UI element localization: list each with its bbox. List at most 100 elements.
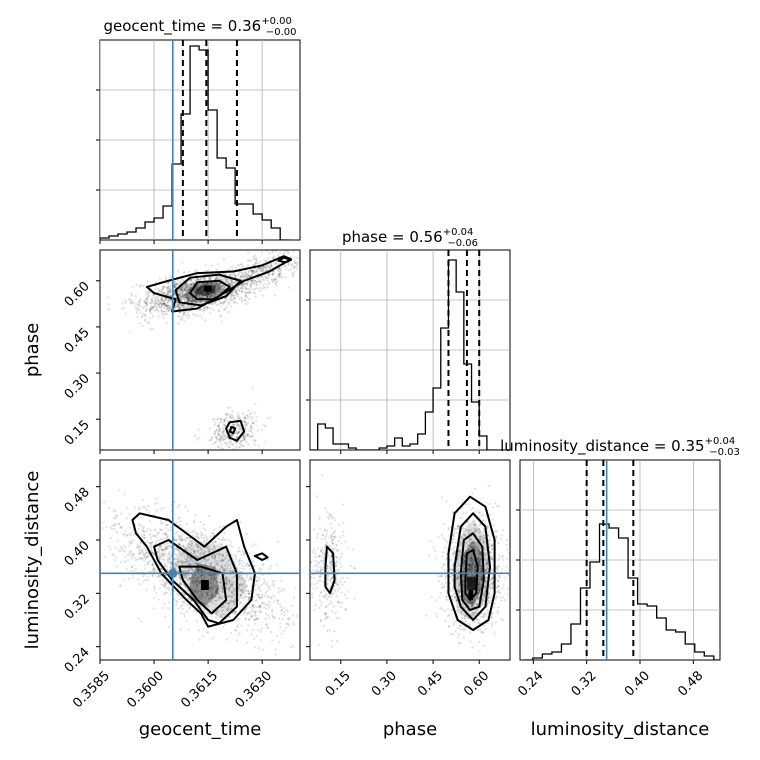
sample-point xyxy=(217,563,220,567)
sample-point xyxy=(194,562,198,565)
sample-point xyxy=(251,387,254,390)
sample-point xyxy=(203,282,207,286)
sample-point xyxy=(84,523,86,525)
sample-point xyxy=(488,599,492,603)
sample-point xyxy=(175,579,178,582)
sample-point xyxy=(236,286,239,289)
sample-point xyxy=(154,280,157,284)
sample-point xyxy=(256,579,259,582)
sample-point xyxy=(188,597,191,600)
sample-point xyxy=(295,261,298,264)
sample-point xyxy=(187,578,190,581)
sample-point xyxy=(250,274,253,277)
sample-point xyxy=(477,544,480,547)
sample-point xyxy=(218,288,221,292)
sample-point xyxy=(144,557,147,561)
sample-point xyxy=(477,549,480,553)
sample-point xyxy=(135,283,138,287)
sample-point xyxy=(247,579,250,582)
sample-point xyxy=(154,497,157,500)
sample-point xyxy=(188,283,192,286)
sample-point xyxy=(151,315,155,318)
sample-point xyxy=(134,302,138,305)
sample-point xyxy=(239,284,242,287)
sample-point xyxy=(218,283,221,286)
sample-point xyxy=(450,609,453,612)
sample-point xyxy=(251,421,255,425)
sample-point xyxy=(178,574,182,578)
sample-point xyxy=(455,527,459,530)
sample-point xyxy=(170,561,173,565)
sample-point xyxy=(258,279,261,283)
sample-point xyxy=(250,615,253,619)
sample-point xyxy=(223,418,226,421)
sample-point xyxy=(139,305,142,308)
sample-point xyxy=(144,313,147,317)
sample-point xyxy=(232,300,235,303)
sample-point xyxy=(224,273,227,276)
sample-point xyxy=(271,251,274,254)
sample-point xyxy=(243,610,246,614)
sample-point xyxy=(209,582,212,585)
sample-point xyxy=(287,263,290,266)
sample-point xyxy=(158,540,161,543)
sample-point xyxy=(177,303,181,306)
sample-point xyxy=(188,293,191,297)
sample-point xyxy=(222,604,225,607)
sample-point xyxy=(230,584,233,587)
sample-point xyxy=(241,272,244,275)
sample-point xyxy=(218,589,222,592)
sample-point xyxy=(238,417,242,420)
sample-point xyxy=(238,430,241,433)
sample-point xyxy=(219,428,222,431)
sample-point xyxy=(228,438,231,442)
sample-point xyxy=(121,302,124,305)
sample-point xyxy=(186,293,189,296)
sample-point xyxy=(279,605,282,609)
sample-point xyxy=(463,553,466,556)
sample-point xyxy=(215,289,218,292)
sample-point xyxy=(145,309,148,312)
sample-point xyxy=(216,288,219,291)
sample-point xyxy=(184,306,188,309)
sample-point xyxy=(166,290,169,293)
sample-point xyxy=(191,300,194,304)
sample-point xyxy=(97,315,99,317)
sample-point xyxy=(244,271,247,274)
sample-point xyxy=(177,560,180,563)
sample-point xyxy=(224,278,227,282)
sample-point xyxy=(144,563,147,566)
sample-point xyxy=(215,613,218,616)
sample-point xyxy=(189,278,193,281)
sample-point xyxy=(479,558,482,561)
sample-point xyxy=(125,534,128,537)
sample-point xyxy=(183,289,186,292)
sample-point xyxy=(137,548,141,551)
sample-point xyxy=(215,568,218,571)
sample-point xyxy=(214,283,217,286)
sample-point xyxy=(210,586,214,589)
sample-point xyxy=(197,536,201,540)
sample-point xyxy=(129,302,132,305)
sample-point xyxy=(227,301,230,304)
sample-point xyxy=(208,278,211,281)
sample-point xyxy=(221,590,224,593)
sample-point xyxy=(285,608,288,612)
sample-point xyxy=(230,281,233,284)
sample-point xyxy=(197,568,200,571)
sample-point xyxy=(165,298,168,302)
sample-point xyxy=(195,567,199,571)
sample-point xyxy=(217,581,220,585)
sample-point xyxy=(194,583,198,586)
sample-point xyxy=(219,417,222,421)
sample-point xyxy=(192,549,195,553)
sample-point xyxy=(141,536,144,539)
sample-point xyxy=(458,590,461,593)
sample-point xyxy=(232,415,235,418)
sample-point xyxy=(246,301,249,304)
sample-point xyxy=(245,595,248,598)
sample-point xyxy=(120,525,123,529)
sample-point xyxy=(465,599,469,603)
sample-point xyxy=(434,549,437,552)
sample-point xyxy=(491,622,494,626)
